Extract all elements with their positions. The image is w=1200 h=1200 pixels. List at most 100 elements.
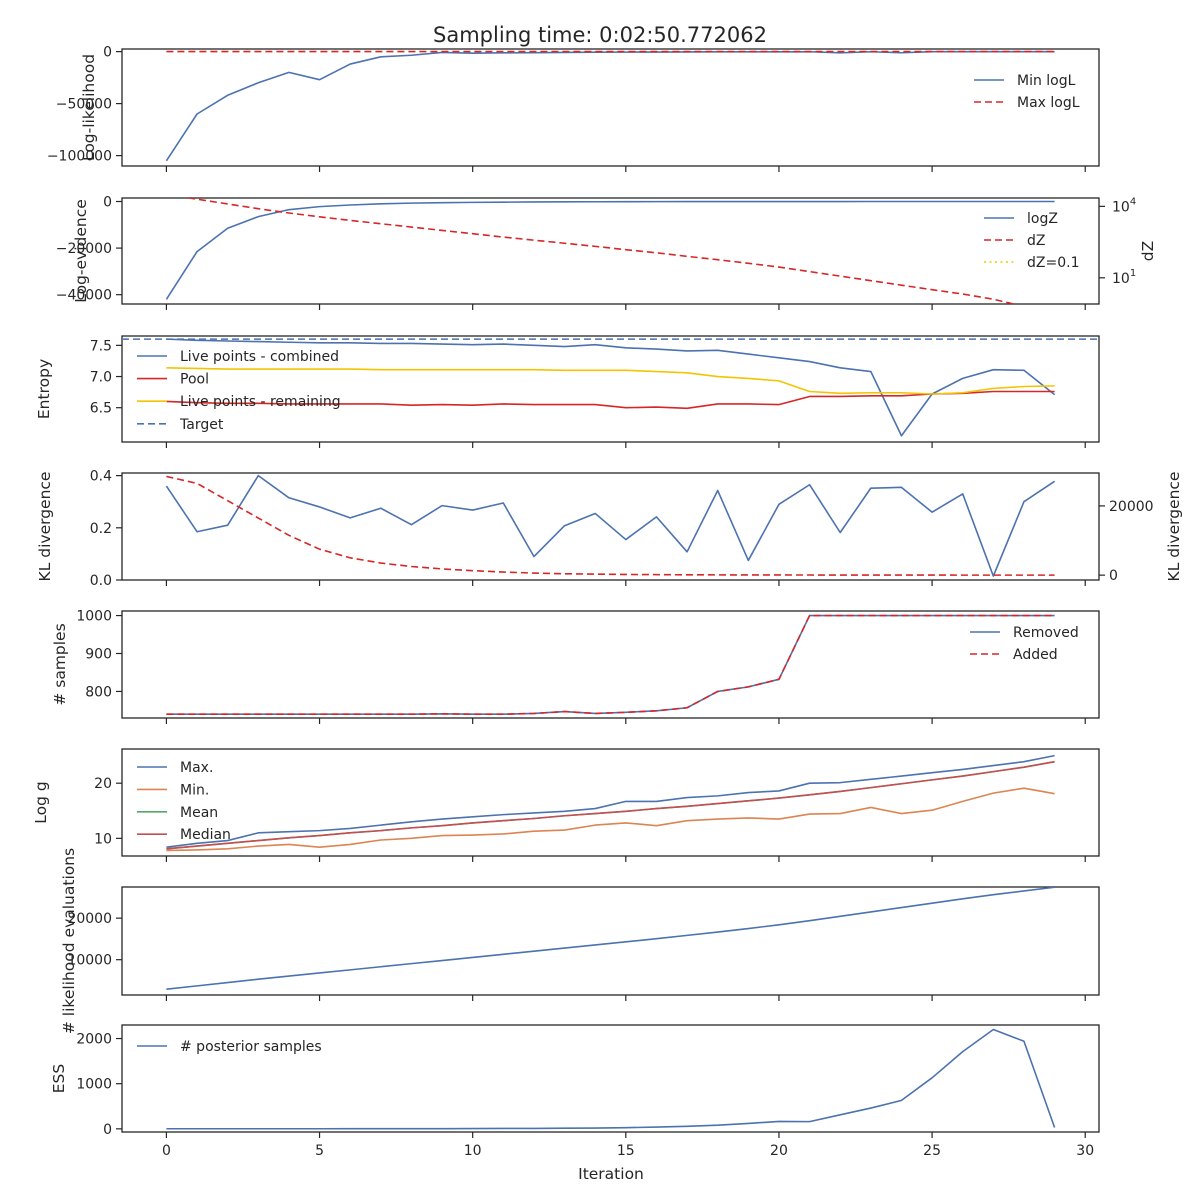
legend-label: Mean — [180, 805, 218, 821]
plot-area — [166, 614, 1055, 716]
y-tick-label: 0 — [103, 45, 112, 61]
legend: Live points - combined Pool Live points - … — [137, 349, 341, 433]
series-line-1 — [165, 474, 1056, 577]
y-tick-label: 10000 — [67, 953, 112, 969]
y-tick-label: 800 — [85, 684, 112, 700]
x-tick-label: 15 — [617, 1143, 635, 1159]
y-tick-label: 7.5 — [90, 338, 112, 354]
legend-label: # posterior samples — [180, 1039, 322, 1055]
y-axis-label: # likelihood evaluations — [60, 848, 78, 1034]
y2-tick-exponent: 1 — [1130, 268, 1136, 279]
y-tick-label: 1000 — [76, 609, 112, 625]
y-axis-label: Log-likelihood — [80, 54, 98, 161]
legend-label: logZ — [1027, 211, 1058, 227]
y-tick-label: 20 — [94, 776, 112, 792]
y-tick-label: −100000 — [47, 149, 112, 165]
plot-area — [166, 1028, 1056, 1130]
y-axis-label: # samples — [51, 623, 69, 705]
plot-area — [166, 754, 1055, 852]
x-tick-label: 0 — [162, 1143, 171, 1159]
y-tick-label: 0.4 — [90, 469, 112, 485]
x-tick-label: 30 — [1076, 1143, 1094, 1159]
y-tick-label: 6.5 — [90, 401, 112, 417]
series-line-pool — [166, 390, 1055, 410]
y2-tick-label: 0 — [1109, 568, 1118, 584]
plot-area — [165, 198, 1055, 304]
legend: Min logL Max logL — [974, 73, 1080, 111]
panel-4: 0.4 0.2 0.0 KL divergence 20000 0 KL divergenc… — [36, 469, 1183, 589]
axes-frame — [121, 748, 1100, 857]
y-axis-label: Log g — [32, 781, 50, 823]
series-line-median — [166, 760, 1055, 850]
y-tick-label: 0.0 — [90, 573, 112, 589]
figure-title: Sampling time: 0:02:50.772062 — [433, 23, 767, 47]
axes-frame — [121, 197, 1100, 305]
y2-tick-base: 10 — [1112, 199, 1130, 215]
series-line-min — [166, 787, 1055, 852]
y-tick-label: 10 — [94, 831, 112, 847]
series-line-max — [166, 754, 1055, 848]
x-axis-label: Iteration — [578, 1165, 644, 1183]
series-line-dz — [184, 198, 1018, 304]
y2-tick-exponent: 4 — [1130, 196, 1136, 207]
y-axis-label: ESS — [50, 1064, 68, 1093]
series-line-min-logl — [165, 50, 1055, 162]
legend-label: Added — [1013, 647, 1058, 663]
legend-label: Max logL — [1017, 95, 1080, 111]
series-line-live-points-remaining — [166, 367, 1055, 395]
legend-label: Live points - combined — [180, 349, 339, 365]
x-tick-label: 25 — [923, 1143, 941, 1159]
legend: Removed Added — [970, 625, 1079, 663]
series-line-2 — [166, 475, 1055, 576]
axes-frame — [121, 1024, 1100, 1133]
plot-area — [165, 474, 1056, 577]
axes-frame — [121, 886, 1100, 996]
y-axis-label: Entropy — [35, 359, 53, 419]
y2-axis-label: dZ — [1139, 241, 1157, 261]
legend-label: Live points - remaining — [180, 394, 341, 410]
legend: logZ dZ dZ=0.1 — [984, 211, 1079, 271]
axes-frame — [121, 610, 1100, 719]
series-line-live-points-combined — [166, 338, 1056, 437]
y-tick-label: −40000 — [56, 288, 112, 304]
legend-label: Target — [179, 417, 224, 433]
series-line-1 — [166, 887, 1055, 990]
axes-frame — [121, 472, 1100, 581]
axes-frame — [121, 48, 1100, 167]
panel-6: 20 10 Log g Max. Min. Mean Median — [32, 748, 1100, 862]
series-line-logz — [165, 200, 1055, 300]
legend-label: dZ — [1027, 233, 1045, 249]
y-tick-label: 900 — [85, 646, 112, 662]
y-tick-label: 1000 — [76, 1077, 112, 1093]
plot-area — [165, 50, 1055, 162]
y2-axis-label: KL divergence — [1165, 472, 1183, 582]
y2-tick-label: 104 — [1112, 196, 1136, 215]
legend-label: dZ=0.1 — [1027, 255, 1079, 271]
y-tick-label: −20000 — [56, 241, 112, 257]
legend: Max. Min. Mean Median — [137, 760, 231, 843]
panel-3: 7.5 7.0 6.5 Entropy Live points - combined Po… — [35, 335, 1100, 448]
y2-tick-base: 10 — [1112, 271, 1130, 287]
y-axis-label: Log-evidence — [72, 199, 90, 303]
plot-area — [166, 887, 1055, 990]
y-tick-label: 0 — [103, 1122, 112, 1138]
x-tick-label: 5 — [315, 1143, 324, 1159]
y-tick-label: 0.2 — [90, 521, 112, 537]
x-tick-label: 10 — [464, 1143, 482, 1159]
legend-label: Removed — [1013, 625, 1079, 641]
panel-7: 20000 10000# likelihood evaluations — [60, 848, 1100, 1034]
legend-label: Median — [180, 827, 231, 843]
y-tick-label: 0 — [103, 194, 112, 210]
y2-tick-label: 101 — [1112, 268, 1136, 287]
legend-label: Min logL — [1017, 73, 1076, 89]
y2-tick-label: 20000 — [1109, 499, 1154, 515]
series-line-posterior-samples — [166, 1028, 1056, 1130]
legend: # posterior samples — [137, 1039, 322, 1055]
panel-5: 1000 900 800 # samples Removed Added — [51, 609, 1100, 724]
axes-frame — [121, 335, 1100, 443]
legend-label: Max. — [180, 760, 213, 776]
